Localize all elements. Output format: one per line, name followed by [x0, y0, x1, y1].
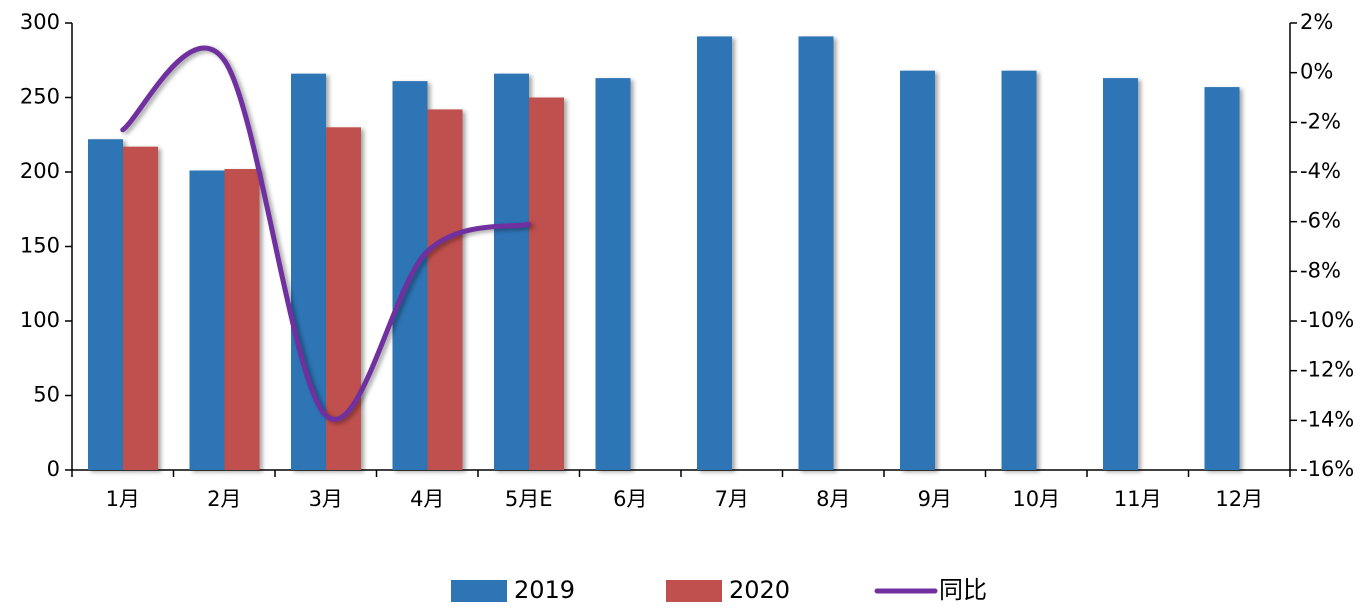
y2-tick-label: -10%: [1300, 308, 1354, 332]
x-tick-label: 7月: [715, 487, 749, 511]
bar: [224, 169, 260, 470]
y2-tick-label: 2%: [1300, 10, 1333, 34]
legend-swatch: [451, 580, 507, 602]
y-tick-label: 0: [47, 457, 60, 481]
bar: [1103, 78, 1138, 470]
y-tick-label: 300: [20, 10, 60, 34]
bar: [427, 109, 463, 471]
y-tick-label: 50: [33, 383, 60, 407]
legend-label: 2019: [514, 576, 575, 604]
bar: [494, 73, 529, 470]
bar: [697, 36, 732, 470]
x-tick-label: 10月: [1012, 487, 1060, 511]
x-tick-label: 3月: [309, 487, 343, 511]
x-tick-label: 9月: [918, 487, 952, 511]
x-tick-label: 4月: [410, 487, 444, 511]
y-tick-label: 100: [20, 308, 60, 332]
x-tick-label: 8月: [816, 487, 850, 511]
y2-tick-label: -12%: [1300, 358, 1354, 382]
y-tick-label: 250: [20, 85, 60, 109]
x-tick-label: 2月: [207, 487, 241, 511]
x-tick-label: 12月: [1215, 487, 1263, 511]
legend-label: 2020: [729, 576, 790, 604]
legend-swatch: [666, 580, 722, 602]
y2-tick-label: -2%: [1300, 109, 1341, 133]
y2-tick-label: -16%: [1300, 457, 1354, 481]
y2-tick-label: 0%: [1300, 60, 1333, 84]
x-tick-label: 6月: [613, 487, 647, 511]
y2-tick-label: -8%: [1300, 258, 1341, 282]
y2-tick-label: -6%: [1300, 209, 1341, 233]
y-tick-label: 150: [20, 234, 60, 258]
bar: [189, 170, 225, 470]
y2-tick-label: -14%: [1300, 407, 1354, 431]
bar: [88, 139, 123, 470]
bar: [1001, 70, 1037, 471]
x-tick-label: 11月: [1114, 487, 1162, 511]
bar: [529, 97, 564, 470]
bar: [798, 36, 834, 470]
line: [120, 45, 532, 422]
y-tick-label: 200: [20, 159, 60, 183]
bar: [595, 78, 631, 470]
bar: [1204, 87, 1240, 470]
bar: [900, 70, 935, 471]
legend-label: 同比: [939, 576, 987, 604]
bar: [123, 146, 158, 471]
y2-tick-label: -4%: [1300, 159, 1341, 183]
x-tick-label: 1月: [106, 487, 140, 511]
x-tick-label: 5月E: [505, 487, 553, 511]
